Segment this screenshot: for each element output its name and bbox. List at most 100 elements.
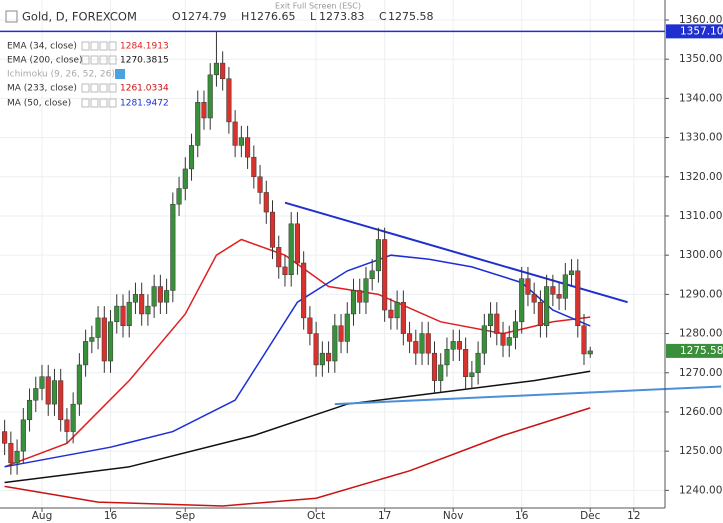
y-tick-label: 1260.00 [679, 406, 722, 418]
candle-body [587, 350, 593, 355]
legend-icon[interactable] [108, 98, 117, 108]
candle-body [282, 266, 288, 276]
candle-body [64, 419, 70, 432]
last-price-tag [666, 343, 723, 358]
candle-body [245, 137, 251, 158]
chart-title: Gold, D, FOREXCOM [22, 10, 137, 24]
legend-icon[interactable] [108, 83, 117, 93]
legend-icon[interactable] [81, 55, 90, 65]
legend-icon[interactable] [108, 41, 117, 51]
candle-body [531, 294, 537, 303]
legend-icon[interactable] [90, 98, 99, 108]
legend-icon[interactable] [90, 41, 99, 51]
legend-icon[interactable] [108, 55, 117, 65]
candle-body [375, 239, 381, 272]
candle-body [512, 321, 519, 338]
candle-body [170, 203, 176, 291]
legend-name: MA (50, close) [7, 99, 71, 109]
candle-body [444, 349, 450, 366]
candle-body [450, 341, 456, 350]
candle-body [145, 305, 151, 315]
candle-body [400, 301, 406, 334]
legend-icon[interactable] [81, 98, 90, 108]
legend-icon[interactable] [99, 55, 108, 65]
candle-body [357, 290, 363, 303]
legend-icon[interactable] [99, 41, 108, 51]
legend-value: 1261.0334 [120, 84, 169, 94]
candle-body [70, 403, 76, 432]
candle-body [431, 352, 438, 381]
candle-body [95, 317, 101, 338]
collapse-icon[interactable] [5, 10, 18, 23]
candle-body [263, 192, 269, 213]
x-tick-label: Oct [307, 510, 325, 522]
candle-body [132, 294, 138, 303]
candle-body [126, 301, 132, 326]
legend-icon[interactable] [81, 83, 90, 93]
candle-body [506, 337, 512, 346]
candle-body [294, 223, 300, 264]
candle-body [14, 450, 20, 464]
candle-body [20, 419, 26, 452]
candle-body [525, 278, 531, 295]
trend-line [284, 201, 628, 304]
trend-line [334, 385, 722, 406]
visibility-icon[interactable] [115, 69, 125, 79]
y-tick-label: 1340.00 [679, 92, 722, 104]
candle-body [114, 305, 120, 323]
y-tick-label: 1300.00 [679, 249, 722, 261]
x-tick-label: Dec [580, 510, 601, 522]
candle-body [2, 431, 8, 444]
candle-body [195, 102, 201, 146]
candle-body [182, 168, 188, 189]
candle-body [164, 290, 170, 303]
x-tick-label: Sep [175, 510, 195, 522]
candle-body [288, 223, 294, 276]
legend-value: 1284.1913 [120, 42, 169, 52]
candle-body [456, 341, 462, 350]
candle-body [550, 286, 556, 295]
candle-body [269, 211, 276, 248]
price-level-tag [666, 24, 723, 39]
legend-icon[interactable] [90, 55, 99, 65]
y-tick-label: 1290.00 [679, 288, 722, 300]
y-tick-label: 1240.00 [679, 484, 722, 496]
candle-body [544, 286, 550, 326]
candle-body [562, 274, 568, 299]
candle-body [413, 341, 419, 354]
candle-body [83, 341, 89, 366]
candle-body [394, 301, 400, 319]
candle-body [201, 102, 207, 119]
candle-body [76, 364, 82, 405]
candle-body [157, 286, 163, 303]
ohlc-letter: L [310, 10, 317, 23]
candle-body [8, 443, 14, 464]
ohlc-value: 1276.65 [250, 10, 296, 23]
y-tick-label: 1360.00 [679, 14, 722, 26]
candles [2, 31, 593, 475]
legend-icon[interactable] [99, 83, 108, 93]
candle-body [220, 62, 226, 80]
x-tick-label: 16 [515, 510, 529, 522]
candle-body [139, 294, 145, 315]
candle-body [120, 305, 126, 326]
axes: 1240.00 1250.00 1260.00 1270.00 1280.00 1290.… [32, 14, 723, 522]
candle-body [107, 321, 114, 362]
legend-icon[interactable] [99, 98, 108, 108]
ohlc-value: 1274.79 [181, 10, 227, 23]
candle-body [494, 313, 500, 334]
legend-icon[interactable] [81, 41, 90, 51]
y-tick-label: 1250.00 [679, 445, 722, 457]
candle-body [326, 352, 332, 362]
fullscreen-note[interactable]: Exit Full Screen (ESC) [275, 2, 361, 11]
candle-body [151, 286, 157, 307]
candle-body [58, 380, 64, 421]
legend-icon[interactable] [90, 83, 99, 93]
candle-body [575, 270, 581, 326]
candle-body [488, 313, 494, 326]
legend-name: EMA (200, close) [7, 56, 83, 66]
candle-body [569, 270, 575, 276]
candle-body [257, 176, 263, 193]
candle-body [319, 352, 325, 366]
